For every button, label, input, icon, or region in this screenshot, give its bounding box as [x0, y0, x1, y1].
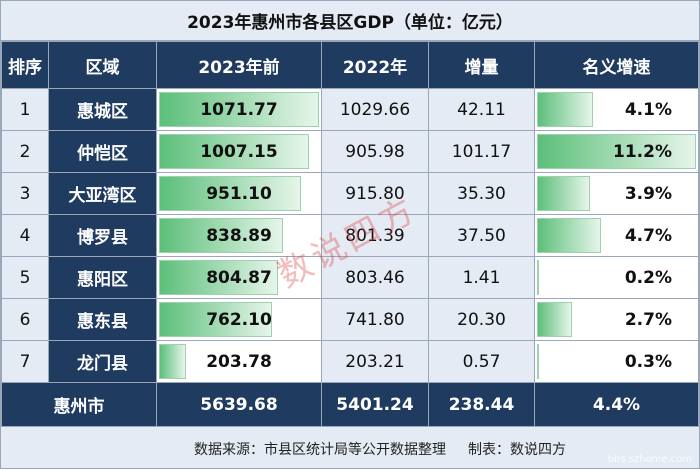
- gdp-2022-value: 801.39: [321, 214, 429, 257]
- col-header-growth: 名义增速: [534, 41, 699, 89]
- gdp-2023-bar: [159, 218, 284, 253]
- growth-bar: [537, 260, 539, 295]
- area-name: 惠城区: [48, 88, 157, 131]
- rank: 2: [1, 130, 49, 173]
- increase-value: 42.11: [428, 88, 535, 131]
- growth-value: 3.9%: [624, 183, 672, 204]
- growth-bar: [537, 176, 590, 211]
- total-area: 惠州市: [1, 382, 157, 427]
- gdp-2023-bar: [159, 344, 187, 379]
- gdp-2023-bar: [159, 92, 319, 127]
- gdp-2023-value: 838.89: [206, 225, 272, 246]
- table-row: 4 博罗县 838.89 801.39 37.50 4.7%: [1, 214, 699, 257]
- col-header-area: 区域: [48, 41, 157, 89]
- increase-value: 0.57: [428, 340, 535, 383]
- growth-value: 2.7%: [624, 309, 672, 330]
- table-row: 7 龙门县 203.78 203.21 0.57 0.3%: [1, 340, 699, 383]
- gdp-2023-cell: 951.10: [156, 172, 322, 215]
- growth-cell: 11.2%: [534, 130, 699, 173]
- gdp-2023-value: 203.78: [206, 351, 272, 372]
- gdp-2023-value: 762.10: [206, 309, 272, 330]
- growth-bar: [537, 92, 593, 127]
- increase-value: 37.50: [428, 214, 535, 257]
- gdp-2023-value: 1071.77: [200, 99, 278, 120]
- gdp-2022-value: 741.80: [321, 298, 429, 341]
- growth-bar: [537, 218, 602, 253]
- growth-value: 4.7%: [624, 225, 672, 246]
- rank: 7: [1, 340, 49, 383]
- total-increase: 238.44: [428, 382, 535, 427]
- area-name: 仲恺区: [48, 130, 157, 173]
- growth-value: 11.2%: [613, 141, 672, 162]
- col-header-rank: 排序: [1, 41, 49, 89]
- gdp-2023-bar: [159, 260, 279, 295]
- gdp-2023-cell: 838.89: [156, 214, 322, 257]
- growth-bar: [537, 302, 573, 337]
- gdp-2023-cell: 1007.15: [156, 130, 322, 173]
- rank: 1: [1, 88, 49, 131]
- gdp-2023-value: 1007.15: [200, 141, 278, 162]
- gdp-2023-bar: [159, 176, 301, 211]
- gdp-table: 排序 区域 2023年前 2022年 增量 名义增速 1 惠城区 1071.77…: [1, 41, 699, 427]
- gdp-2023-bar: [159, 134, 310, 169]
- table-row: 1 惠城区 1071.77 1029.66 42.11 4.1%: [1, 88, 699, 131]
- total-2022: 5401.24: [321, 382, 429, 427]
- gdp-2022-value: 1029.66: [321, 88, 429, 131]
- growth-cell: 0.2%: [534, 256, 699, 299]
- growth-bar: [537, 134, 696, 169]
- rank: 6: [1, 298, 49, 341]
- gdp-2023-cell: 804.87: [156, 256, 322, 299]
- area-name: 大亚湾区: [48, 172, 157, 215]
- growth-cell: 2.7%: [534, 298, 699, 341]
- rank: 5: [1, 256, 49, 299]
- growth-value: 4.1%: [624, 99, 672, 120]
- header-row: 排序 区域 2023年前 2022年 增量 名义增速: [1, 41, 699, 89]
- area-name: 博罗县: [48, 214, 157, 257]
- footer-source: 数据来源：市县区统计局等公开数据整理: [194, 442, 446, 458]
- growth-cell: 0.3%: [534, 340, 699, 383]
- col-header-2022: 2022年: [321, 41, 429, 89]
- total-2023: 5639.68: [156, 382, 322, 427]
- col-header-2023: 2023年前: [156, 41, 322, 89]
- growth-bar: [537, 344, 539, 379]
- area-name: 龙门县: [48, 340, 157, 383]
- table-row: 3 大亚湾区 951.10 915.80 35.30 3.9%: [1, 172, 699, 215]
- site-watermark: bbs.szhome.com: [607, 454, 692, 465]
- gdp-2023-value: 951.10: [206, 183, 272, 204]
- growth-cell: 3.9%: [534, 172, 699, 215]
- growth-value: 0.3%: [624, 351, 672, 372]
- increase-value: 1.41: [428, 256, 535, 299]
- table-row: 6 惠东县 762.10 741.80 20.30 2.7%: [1, 298, 699, 341]
- rank: 4: [1, 214, 49, 257]
- increase-value: 35.30: [428, 172, 535, 215]
- increase-value: 20.30: [428, 298, 535, 341]
- total-growth: 4.4%: [534, 382, 699, 427]
- table-row: 5 惠阳区 804.87 803.46 1.41 0.2%: [1, 256, 699, 299]
- gdp-2023-value: 804.87: [206, 267, 272, 288]
- gdp-2022-value: 203.21: [321, 340, 429, 383]
- gdp-2023-cell: 203.78: [156, 340, 322, 383]
- gdp-2022-value: 905.98: [321, 130, 429, 173]
- rank: 3: [1, 172, 49, 215]
- col-header-increase: 增量: [428, 41, 535, 89]
- gdp-2023-cell: 1071.77: [156, 88, 322, 131]
- footer: 数据来源：市县区统计局等公开数据整理 制表：数说四方: [1, 427, 699, 471]
- table-row: 2 仲恺区 1007.15 905.98 101.17 11.2%: [1, 130, 699, 173]
- growth-cell: 4.1%: [534, 88, 699, 131]
- table-title: 2023年惠州市各县区GDP（单位：亿元）: [1, 1, 699, 41]
- total-row: 惠州市 5639.68 5401.24 238.44 4.4%: [1, 382, 699, 427]
- increase-value: 101.17: [428, 130, 535, 173]
- gdp-2023-cell: 762.10: [156, 298, 322, 341]
- area-name: 惠东县: [48, 298, 157, 341]
- gdp-2023-bar: [159, 302, 272, 337]
- growth-cell: 4.7%: [534, 214, 699, 257]
- area-name: 惠阳区: [48, 256, 157, 299]
- growth-value: 0.2%: [624, 267, 672, 288]
- footer-maker: 制表：数说四方: [468, 442, 566, 458]
- gdp-2022-value: 915.80: [321, 172, 429, 215]
- gdp-2022-value: 803.46: [321, 256, 429, 299]
